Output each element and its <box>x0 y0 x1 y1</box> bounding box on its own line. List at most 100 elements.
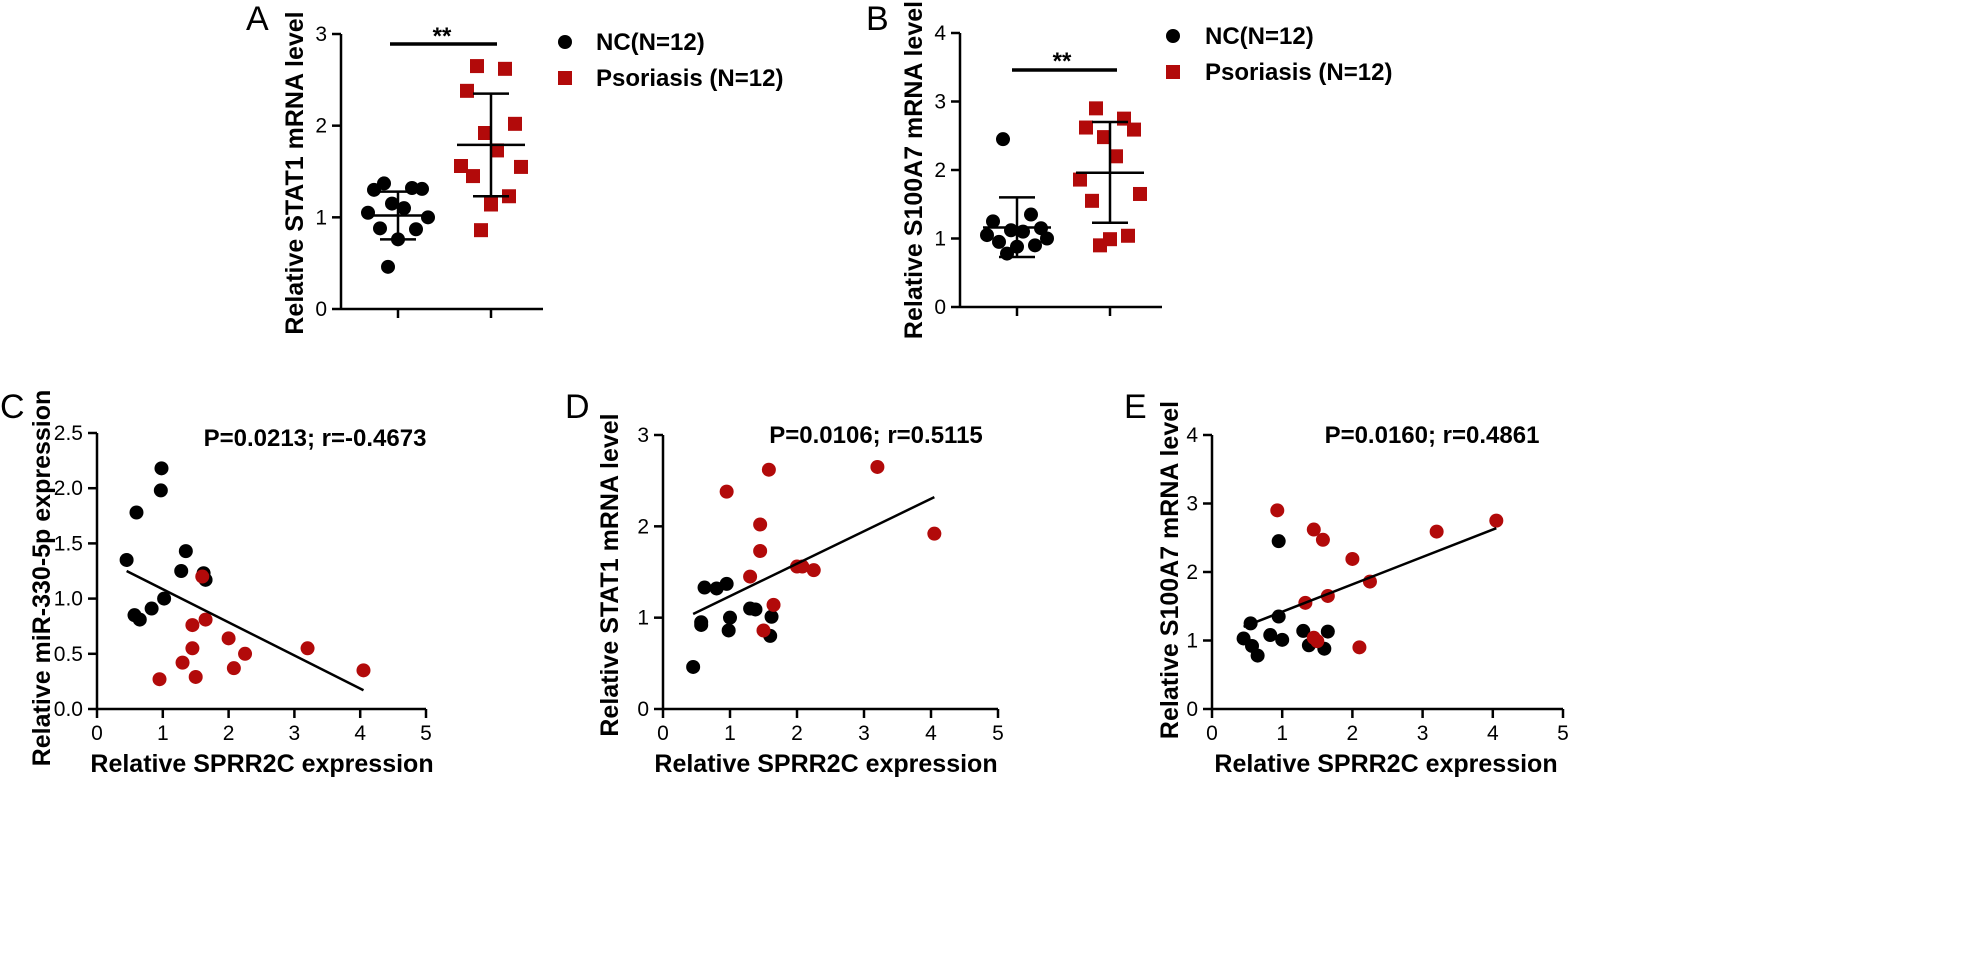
panel-letter-b: B <box>866 0 889 38</box>
psoriasis-point <box>188 669 203 684</box>
nc-point <box>992 234 1006 249</box>
psoriasis-point <box>1310 634 1325 649</box>
y-tick-label: 3 <box>934 91 946 114</box>
nc-point <box>1028 238 1042 253</box>
psoriasis-point <box>1109 149 1123 164</box>
psoriasis-point <box>514 159 528 174</box>
nc-point <box>694 617 709 632</box>
y-tick-label: 3 <box>637 424 649 447</box>
y-tick-label: 0.0 <box>54 698 83 721</box>
x-tick-label: 3 <box>289 722 301 745</box>
psoriasis-point <box>756 623 771 638</box>
x-tick-label: 4 <box>925 722 937 745</box>
legend-psoriasis-marker-b <box>1166 65 1180 79</box>
nc-point <box>415 181 429 196</box>
y-tick-label: 0 <box>637 698 649 721</box>
y-axis-label-b: Relative S100A7 mRNA level <box>900 1 928 339</box>
y-tick-label: 1 <box>637 607 649 630</box>
nc-point <box>421 210 435 225</box>
psoriasis-point <box>474 223 488 238</box>
panel-letter-a: A <box>246 0 269 38</box>
y-tick-label: 1.5 <box>54 532 83 555</box>
y-tick-label: 2.0 <box>54 477 83 500</box>
x-tick-label: 5 <box>420 722 432 745</box>
nc-point <box>719 576 734 591</box>
nc-point <box>132 612 147 627</box>
psoriasis-point <box>198 612 213 627</box>
y-tick-label: 4 <box>1186 424 1198 447</box>
psoriasis-point <box>1315 532 1330 547</box>
psoriasis-point <box>221 631 236 646</box>
x-axis-label-d: Relative SPRR2C expression <box>654 750 997 778</box>
y-tick-label: 2.5 <box>54 422 83 445</box>
nc-point <box>157 591 172 606</box>
psoriasis-point <box>490 143 504 158</box>
x-tick-label: 2 <box>223 722 235 745</box>
psoriasis-point <box>238 646 253 661</box>
nc-point <box>1320 624 1335 639</box>
nc-point <box>144 601 159 616</box>
fit-line <box>126 569 365 692</box>
legend-nc-label-a: NC(N=12) <box>596 29 705 56</box>
nc-point <box>1296 623 1311 638</box>
y-axis-label-c: Relative miR-330-5p expression <box>28 390 56 767</box>
nc-point <box>409 222 423 237</box>
x-tick-label: 3 <box>1417 722 1429 745</box>
stat-annotation-c: P=0.0213; r=-0.4673 <box>204 425 427 452</box>
nc-point <box>178 544 193 559</box>
psoriasis-point <box>1097 130 1111 145</box>
psoriasis-point <box>1093 238 1107 253</box>
x-tick-label: 0 <box>91 722 103 745</box>
psoriasis-point <box>927 526 942 541</box>
panel-letter-d: D <box>565 388 590 426</box>
nc-point <box>697 580 712 595</box>
nc-point <box>1000 246 1014 261</box>
psoriasis-point <box>454 159 468 173</box>
x-tick-label: 0 <box>657 722 669 745</box>
y-tick-label: 0 <box>1186 698 1198 721</box>
y-tick-label: 1.0 <box>54 588 83 611</box>
legend-psoriasis-marker-a <box>558 71 572 85</box>
psoriasis-point <box>1429 524 1444 539</box>
psoriasis-point <box>470 59 484 74</box>
psoriasis-point <box>356 663 371 678</box>
psoriasis-point <box>152 672 167 687</box>
psoriasis-point <box>466 169 480 184</box>
y-tick-label: 1 <box>315 206 327 229</box>
nc-point <box>153 483 168 498</box>
psoriasis-point <box>300 641 315 656</box>
y-axis-label-e: Relative S100A7 mRNA level <box>1156 401 1184 739</box>
y-axis-label-a: Relative STAT1 mRNA level <box>281 11 309 334</box>
psoriasis-point <box>460 83 474 98</box>
y-axis-label-d: Relative STAT1 mRNA level <box>596 413 624 736</box>
psoriasis-point <box>1073 172 1087 187</box>
psoriasis-point <box>1085 193 1099 208</box>
y-tick-label: 3 <box>1186 493 1198 516</box>
psoriasis-point <box>753 543 768 558</box>
nc-point <box>154 461 169 476</box>
y-tick-label: 2 <box>637 515 649 538</box>
nc-point <box>367 182 381 197</box>
x-tick-label: 2 <box>1347 722 1359 745</box>
y-tick-label: 4 <box>934 22 946 45</box>
x-axis-label-c: Relative SPRR2C expression <box>90 750 433 778</box>
stat-annotation-d: P=0.0106; r=0.5115 <box>769 422 983 449</box>
psoriasis-point <box>1489 513 1504 528</box>
panel-e: E 0 1 2 3 4 0 1 2 3 4 5 Relative S100A7 mRNA level… <box>1124 388 1569 778</box>
x-tick-label: 1 <box>724 722 736 745</box>
nc-point <box>980 228 994 243</box>
panel-a: A 0 1 2 3 Relative STAT1 mRNA level ** NC(N… <box>246 0 783 335</box>
x-tick-label: 4 <box>1487 722 1499 745</box>
nc-point <box>1275 632 1290 647</box>
x-tick-label: 0 <box>1206 722 1218 745</box>
nc-point <box>686 659 701 674</box>
x-tick-label: 3 <box>858 722 870 745</box>
nc-point <box>385 196 399 211</box>
x-tick-label: 2 <box>791 722 803 745</box>
nc-point <box>748 602 763 617</box>
psoriasis-point <box>1121 228 1135 243</box>
psoriasis-point <box>1127 122 1141 137</box>
significance-a: ** <box>433 23 452 50</box>
